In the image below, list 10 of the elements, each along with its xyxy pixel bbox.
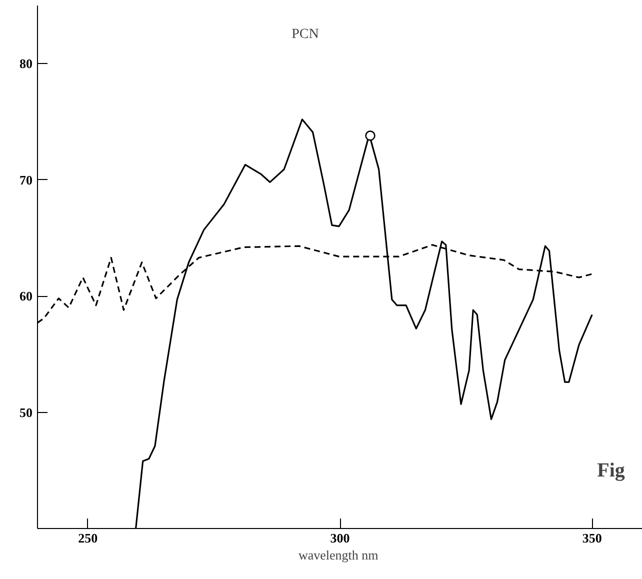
x-tick-label: 250: [78, 530, 98, 546]
y-tick-label: 80: [20, 56, 32, 72]
y-tick-label: 60: [20, 288, 32, 304]
text: PCN: [292, 27, 319, 42]
y-tick-label: 50: [20, 404, 32, 420]
annotation: Fig: [597, 459, 625, 482]
x-tick-label: 350: [582, 530, 602, 546]
x-axis-title: wavelength nm: [298, 548, 378, 562]
x-tick-label: 300: [330, 530, 350, 546]
y-tick-label: 70: [20, 172, 32, 188]
